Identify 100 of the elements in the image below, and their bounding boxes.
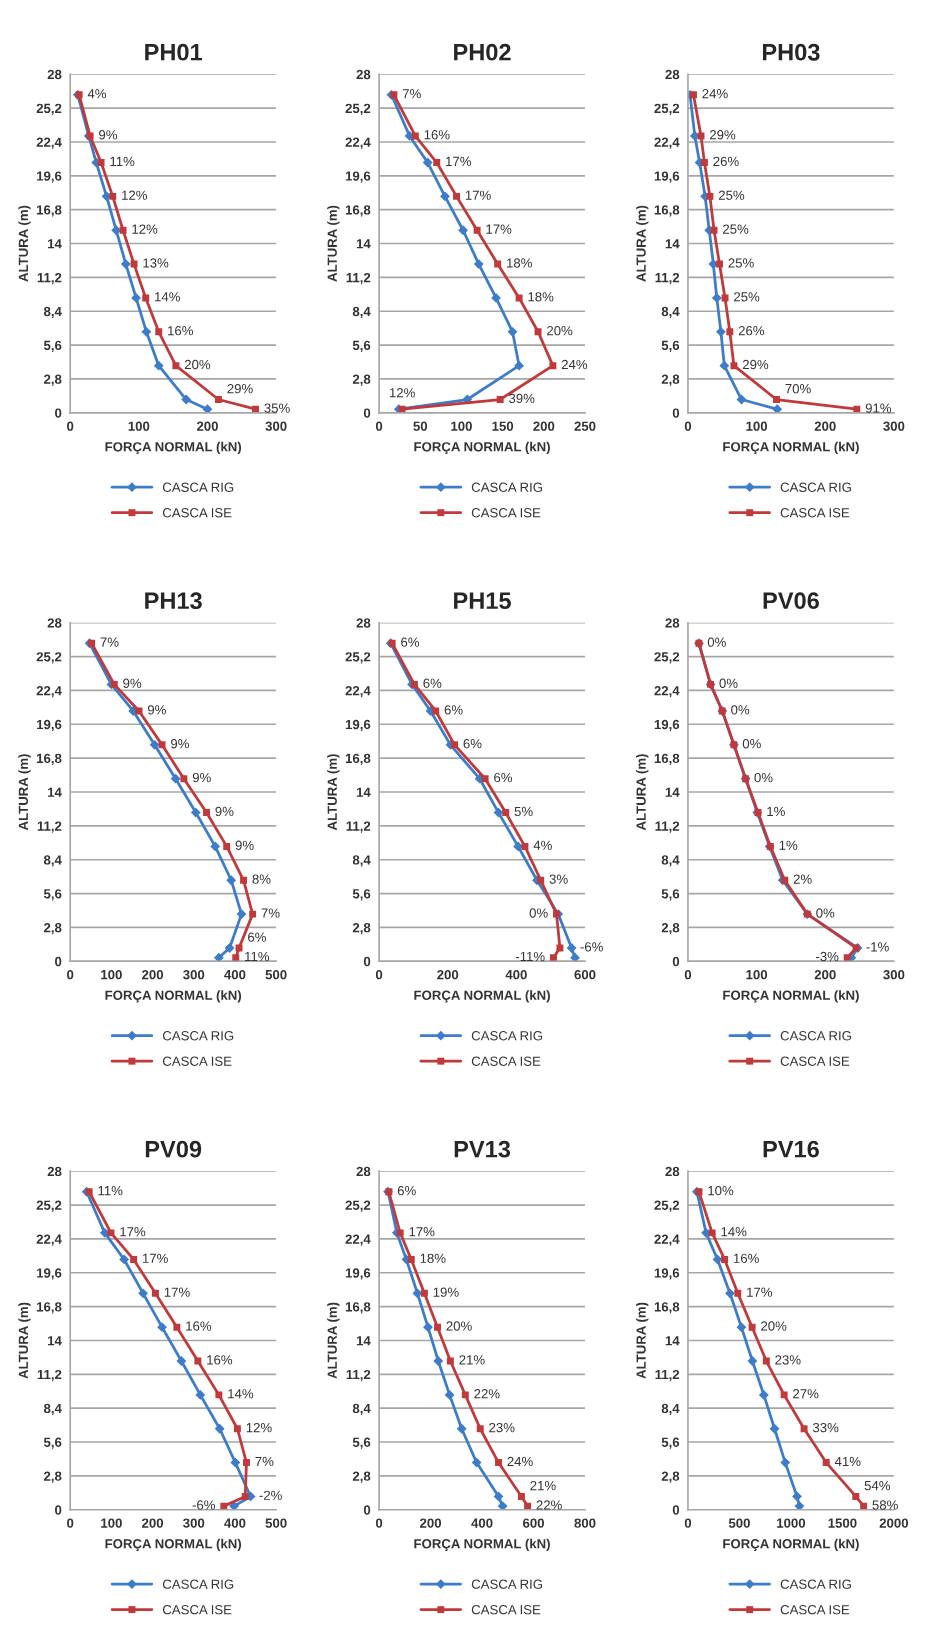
- y-axis-title: ALTURA (m): [327, 205, 340, 282]
- y-tick-label: 2,8: [661, 1471, 680, 1483]
- y-tick-label: 16,8: [345, 753, 371, 765]
- x-tick-label: 200: [814, 969, 836, 980]
- annotation: 22%: [474, 1389, 500, 1399]
- x-tick-label: 150: [492, 421, 514, 431]
- point: [203, 809, 210, 817]
- annotation: 33%: [812, 1422, 839, 1433]
- point: [471, 1457, 482, 1468]
- annotation: 11%: [245, 951, 270, 962]
- annotation: 3%: [549, 874, 568, 884]
- annotation: 20%: [446, 1321, 472, 1331]
- x-tick-label: 300: [183, 1518, 205, 1528]
- point: [476, 1425, 484, 1433]
- annotation: 0%: [742, 739, 761, 749]
- y-tick-label: 28: [356, 1166, 371, 1177]
- point: [120, 259, 131, 269]
- point: [423, 1322, 433, 1333]
- y-tick-label: 0: [363, 408, 371, 418]
- x-tick-label: 0: [375, 421, 383, 431]
- annotation: -6%: [580, 942, 603, 952]
- point: [494, 260, 502, 268]
- y-tick-label: 14: [356, 239, 371, 249]
- y-tick-label: 25,2: [345, 103, 371, 115]
- point: [700, 159, 708, 166]
- point: [130, 260, 138, 268]
- y-tick-label: 22,4: [36, 1234, 62, 1246]
- point: [229, 1501, 240, 1510]
- y-tick-label: 28: [665, 1166, 680, 1177]
- x-tick-label: 300: [883, 969, 905, 980]
- point: [553, 910, 560, 918]
- annotation: -6%: [192, 1500, 216, 1510]
- y-tick-label: 0: [363, 956, 371, 967]
- point: [241, 1492, 249, 1500]
- x-tick-label: 200: [142, 969, 164, 980]
- annotation: 1%: [779, 840, 798, 850]
- annotation: 14%: [228, 1389, 254, 1399]
- y-tick-label: 25,2: [654, 652, 680, 664]
- point: [88, 639, 96, 647]
- point: [215, 1391, 223, 1399]
- point: [734, 1289, 742, 1297]
- x-tick-label: 2000: [879, 1518, 909, 1528]
- y-tick-label: 14: [48, 1336, 62, 1346]
- annotation: 6%: [444, 705, 463, 715]
- point: [214, 396, 222, 403]
- annotation: 2%: [793, 874, 812, 884]
- point: [456, 1423, 467, 1434]
- annotation: 54%: [864, 1480, 891, 1491]
- point: [719, 360, 730, 371]
- y-tick-label: 11,2: [37, 272, 62, 285]
- x-tick-label: 300: [883, 421, 905, 431]
- annotation: 18%: [507, 258, 532, 268]
- annotation: 11%: [110, 156, 135, 167]
- point: [97, 159, 105, 166]
- y-tick-label: 8,4: [352, 855, 371, 867]
- point: [758, 1389, 769, 1400]
- y-tick-label: 5,6: [661, 340, 680, 352]
- annotation: 7%: [255, 1456, 274, 1467]
- y-tick-label: 8,4: [43, 855, 62, 867]
- point: [517, 1492, 525, 1500]
- y-axis-title: ALTURA (m): [18, 1302, 31, 1379]
- annotation: 0%: [719, 678, 738, 688]
- chart-title: PV16: [763, 1140, 819, 1158]
- point: [534, 328, 542, 336]
- chart-title: PV13: [454, 1140, 511, 1158]
- point: [151, 1289, 159, 1297]
- legend-label: CASCA ISE: [471, 508, 541, 518]
- annotation: 24%: [702, 89, 728, 99]
- y-axis-title: ALTURA (m): [327, 1302, 340, 1379]
- point: [240, 876, 248, 884]
- chart-title: PV09: [145, 1140, 202, 1158]
- point: [710, 226, 718, 234]
- point: [458, 225, 469, 236]
- y-tick-label: 25,2: [36, 652, 62, 664]
- y-axis-title: ALTURA (m): [636, 1302, 649, 1379]
- annotation: 24%: [561, 359, 588, 370]
- y-tick-label: 11,2: [655, 821, 680, 833]
- annotation: 13%: [143, 258, 169, 268]
- y-tick-label: 28: [47, 618, 62, 628]
- annotation: 23%: [775, 1355, 801, 1365]
- point: [155, 328, 163, 336]
- annotation: 91%: [865, 403, 892, 413]
- annotation: 11%: [98, 1186, 123, 1196]
- point: [716, 326, 726, 337]
- annotation: 17%: [486, 224, 512, 234]
- point: [721, 1255, 729, 1263]
- point: [433, 159, 441, 166]
- y-tick-label: 19,6: [345, 719, 371, 732]
- point: [214, 1423, 225, 1434]
- annotation: 9%: [215, 806, 234, 817]
- annotation: 6%: [463, 739, 482, 749]
- y-tick-label: 2,8: [352, 374, 371, 386]
- x-tick-label: 0: [684, 1518, 692, 1528]
- chart-title: PH15: [454, 592, 511, 610]
- y-tick-label: 0: [672, 408, 680, 418]
- y-tick-label: 22,4: [36, 137, 62, 149]
- y-tick-label: 22,4: [345, 1234, 371, 1246]
- chart-title: PH01: [145, 43, 203, 61]
- x-tick-label: 100: [101, 969, 122, 980]
- annotation: 25%: [718, 190, 745, 200]
